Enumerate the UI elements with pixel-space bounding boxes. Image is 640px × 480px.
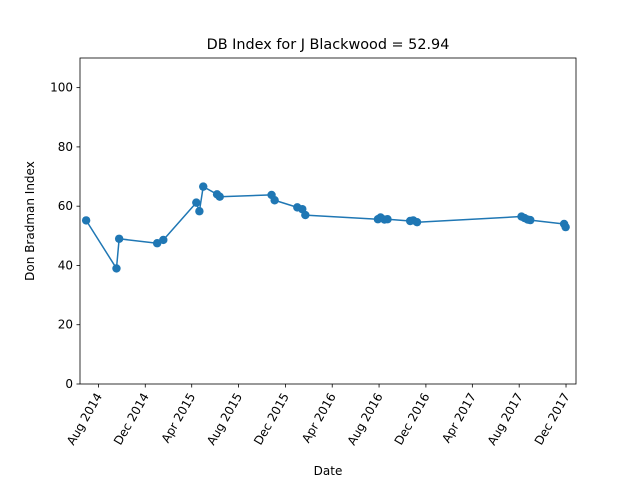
data-point bbox=[199, 182, 208, 191]
plot-frame bbox=[79, 57, 577, 385]
data-point bbox=[192, 198, 201, 207]
y-tick-label: 20 bbox=[58, 318, 73, 332]
data-point bbox=[112, 264, 121, 273]
data-point bbox=[195, 207, 204, 216]
data-point bbox=[301, 210, 310, 220]
data-point bbox=[81, 216, 91, 225]
y-tick-label: 80 bbox=[58, 140, 73, 154]
data-point bbox=[270, 196, 279, 205]
y-axis: 0 20 40 60 80 100 bbox=[50, 81, 80, 391]
y-tick-label: 40 bbox=[58, 258, 73, 272]
data-point bbox=[152, 239, 162, 248]
y-axis-label: Don Bradman Index bbox=[23, 161, 37, 281]
y-tick-label: 100 bbox=[50, 81, 73, 95]
x-axis-label: Date bbox=[314, 464, 343, 478]
y-tick-label: 60 bbox=[58, 199, 73, 213]
y-tick-label: 0 bbox=[65, 377, 73, 391]
data-point bbox=[412, 217, 422, 227]
data-point bbox=[114, 234, 124, 243]
data-point bbox=[561, 222, 570, 232]
data-point bbox=[383, 215, 392, 224]
data-point bbox=[215, 192, 224, 201]
chart-title: DB Index for J Blackwood = 52.94 bbox=[207, 37, 450, 53]
data-point bbox=[159, 235, 168, 245]
data-point bbox=[526, 215, 535, 225]
plot-area bbox=[81, 182, 570, 273]
